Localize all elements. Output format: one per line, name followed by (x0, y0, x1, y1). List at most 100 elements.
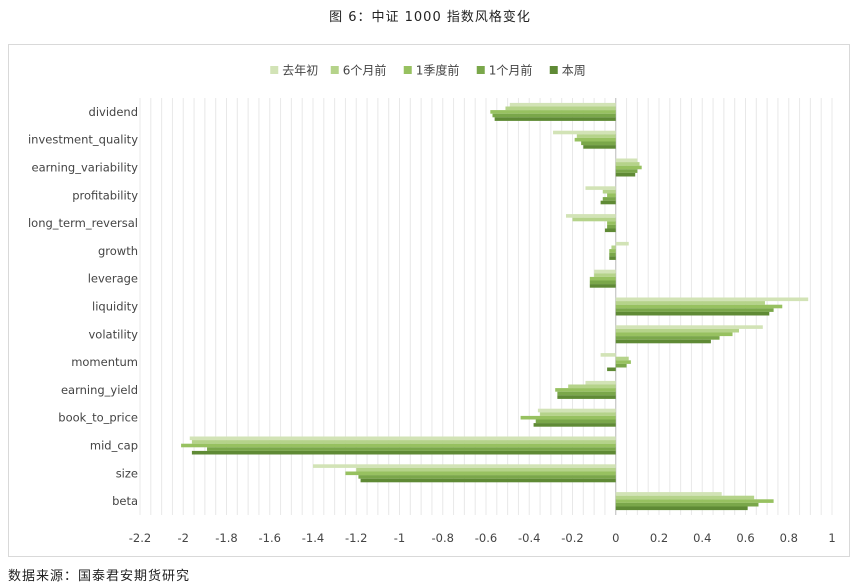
bar-momentum-3 (615, 363, 627, 368)
bar-dividend-0 (509, 102, 616, 107)
bar-long_term_reversal-1 (572, 217, 616, 222)
category-label: earning_yield (61, 383, 138, 397)
bar-mid_cap-1 (191, 440, 616, 444)
x-tick-label: 0.2 (650, 531, 668, 545)
bar-profitability-1 (602, 189, 616, 194)
legend-swatch (270, 66, 279, 74)
bar-long_term_reversal-4 (604, 228, 616, 233)
bar-earning_yield-0 (585, 380, 616, 385)
bar-investment_quality-2 (574, 137, 616, 142)
bar-profitability-0 (585, 186, 616, 190)
bar-investment_quality-4 (583, 145, 616, 149)
x-tick-label: 0 (612, 531, 619, 545)
bar-size-0 (313, 464, 616, 468)
category-label: book_to_price (58, 411, 138, 425)
bar-profitability-3 (602, 197, 616, 201)
bar-dividend-4 (494, 117, 616, 121)
category-label: leverage (88, 272, 138, 286)
bar-mid_cap-2 (181, 443, 616, 448)
bar-growth-0 (615, 241, 629, 246)
legend-entry: 1季度前 (416, 63, 460, 78)
legend-swatch (330, 66, 339, 74)
x-tick-label: -0.4 (518, 531, 540, 545)
legend-swatch (476, 66, 485, 74)
category-label: earning_variability (32, 161, 139, 175)
x-axis: -2.2 -2 -1.8 -1.6 -1.4 -1.2 -1 -0.8 -0.6 -0.4 -0.2… (129, 531, 836, 545)
x-tick-label: -0.2 (561, 531, 583, 545)
bar-dividend-3 (492, 113, 616, 118)
bars (181, 102, 809, 511)
source-note: 数据来源：国泰君安期货研究 (8, 569, 191, 584)
bar-earning_variability-0 (615, 158, 638, 163)
x-tick-label: -1.4 (302, 531, 324, 545)
bar-leverage-4 (589, 284, 616, 288)
bar-earning_variability-2 (615, 165, 642, 170)
category-label: size (116, 466, 138, 480)
legend-entry: 6个月前 (343, 63, 387, 78)
bar-size-3 (358, 475, 616, 479)
category-label: momentum (71, 355, 138, 369)
bar-leverage-2 (589, 276, 616, 281)
bar-beta-1 (615, 495, 755, 500)
bar-beta-0 (615, 492, 722, 496)
bar-dividend-1 (505, 106, 616, 111)
bar-momentum-2 (615, 360, 631, 364)
bar-size-4 (360, 478, 616, 483)
x-tick-label: -2 (178, 531, 189, 545)
legend-entry: 去年初 (282, 64, 318, 78)
bar-investment_quality-0 (553, 130, 616, 135)
x-tick-label: -1.6 (259, 531, 281, 545)
bar-long_term_reversal-0 (566, 214, 616, 218)
bar-mid_cap-4 (191, 450, 616, 455)
bar-volatility-4 (615, 339, 711, 344)
category-label: dividend (89, 105, 138, 119)
bar-long_term_reversal-3 (607, 224, 616, 229)
bar-book_to_price-4 (533, 423, 616, 427)
x-tick-label: -1.2 (345, 531, 367, 545)
bar-earning_variability-1 (615, 162, 640, 166)
x-tick-label: -2.2 (129, 531, 151, 545)
bar-investment_quality-3 (581, 141, 616, 146)
bar-volatility-2 (615, 332, 733, 337)
x-tick-label: -1.8 (215, 531, 237, 545)
legend-entry: 1个月前 (489, 63, 533, 78)
bar-size-1 (356, 467, 616, 472)
category-labels: dividend investment_quality earning_variab… (28, 105, 138, 508)
bar-size-2 (345, 471, 616, 476)
bar-volatility-3 (615, 336, 720, 340)
bar-book_to_price-2 (520, 415, 616, 420)
bar-book_to_price-3 (535, 419, 616, 424)
bar-liquidity-2 (615, 304, 783, 309)
bar-liquidity-3 (615, 308, 774, 312)
x-tick-label: -0.6 (475, 531, 497, 545)
bar-momentum-4 (607, 367, 616, 372)
bar-long_term_reversal-2 (607, 221, 616, 225)
bar-mid_cap-0 (189, 436, 616, 441)
bar-earning_yield-1 (568, 384, 616, 389)
category-label: volatility (89, 327, 139, 341)
category-label: liquidity (92, 300, 138, 314)
bar-earning_variability-3 (615, 169, 638, 173)
bar-book_to_price-0 (537, 408, 616, 413)
chart-frame: -2.2 -2 -1.8 -1.6 -1.4 -1.2 -1 -0.8 -0.6 -0.4 -0.2… (8, 44, 850, 557)
x-tick-label: 0.6 (736, 531, 754, 545)
bar-growth-2 (609, 249, 616, 253)
bar-liquidity-4 (615, 311, 770, 316)
bar-book_to_price-1 (540, 412, 616, 416)
bar-earning_yield-4 (557, 395, 616, 399)
bar-earning_variability-4 (615, 172, 636, 177)
bar-beta-3 (615, 502, 759, 507)
bar-investment_quality-1 (576, 134, 616, 138)
category-label: beta (112, 494, 138, 508)
bar-liquidity-0 (615, 297, 809, 302)
bar-chart: -2.2 -2 -1.8 -1.6 -1.4 -1.2 -1 -0.8 -0.6 -0.4 -0.2… (28, 63, 836, 546)
category-label: long_term_reversal (28, 216, 138, 230)
bar-volatility-1 (615, 328, 740, 333)
bar-growth-4 (609, 256, 616, 260)
legend-entry: 本周 (562, 64, 586, 78)
bar-beta-4 (615, 506, 748, 511)
bar-mid_cap-3 (207, 447, 616, 451)
bar-profitability-2 (607, 193, 616, 198)
x-tick-label: -0.8 (432, 531, 454, 545)
legend-swatch (549, 66, 558, 74)
